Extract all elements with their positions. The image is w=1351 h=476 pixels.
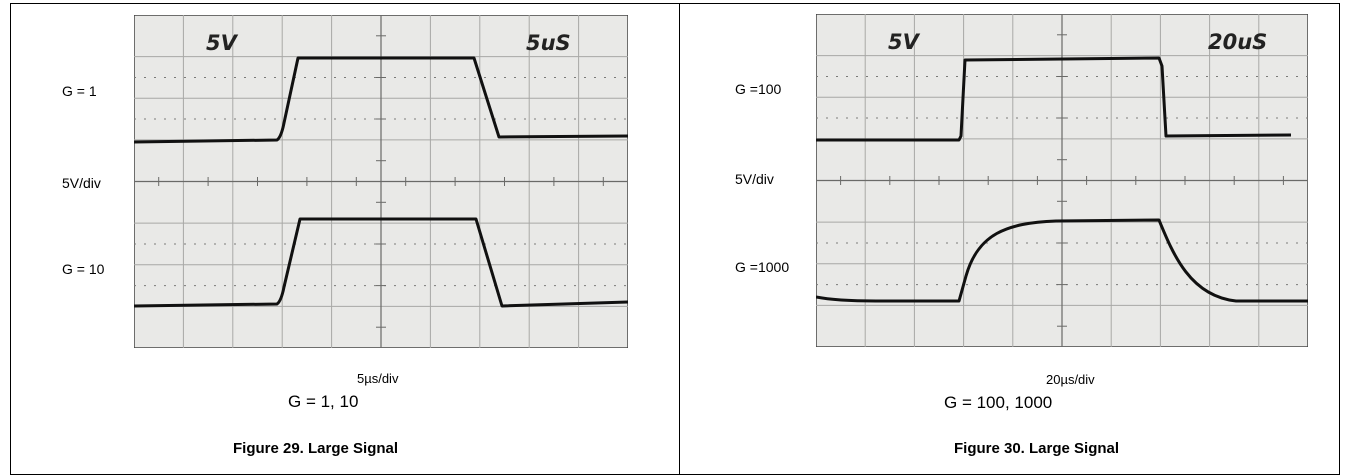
graticule-dots bbox=[816, 76, 1308, 286]
panel-divider bbox=[679, 3, 680, 475]
screen-time-label: 5uS bbox=[526, 31, 571, 55]
trace-label-g10: G = 10 bbox=[62, 261, 105, 277]
trace-label-g100: G =100 bbox=[735, 81, 782, 97]
figure-frame bbox=[10, 3, 1340, 475]
waveform-g1000 bbox=[816, 218, 1308, 303]
graticule-dots bbox=[134, 77, 628, 287]
gain-caption: G = 100, 1000 bbox=[944, 393, 1053, 412]
vertical-scale-label: 5V/div bbox=[735, 171, 774, 187]
screen-volts-label: 5V bbox=[888, 30, 921, 54]
gain-caption: G = 1, 10 bbox=[288, 392, 359, 411]
oscilloscope-trace-image: 5V 20uS bbox=[816, 14, 1308, 347]
graticule-ticks bbox=[158, 35, 604, 328]
graticule-ticks bbox=[840, 34, 1284, 327]
trace-label-g1000: G =1000 bbox=[735, 259, 790, 275]
trace-label-g1: G = 1 bbox=[62, 83, 97, 99]
oscilloscope-trace-image: 5V 5uS bbox=[134, 15, 628, 348]
waveform-g100 bbox=[816, 56, 1292, 142]
screen-volts-label: 5V bbox=[206, 31, 239, 55]
figure-title: Figure 30. Large Signal bbox=[954, 440, 1120, 457]
oscilloscope-screen: 5V 20uS bbox=[816, 14, 1308, 347]
screen-time-label: 20uS bbox=[1208, 30, 1267, 54]
graticule-center-axes bbox=[816, 14, 1308, 347]
waveform-g10 bbox=[134, 217, 628, 308]
graticule-center-axes bbox=[134, 15, 628, 348]
figure-title: Figure 29. Large Signal bbox=[233, 440, 399, 457]
vertical-scale-label: 5V/div bbox=[62, 175, 101, 191]
timebase-label: 20µs/div bbox=[1046, 372, 1095, 387]
timebase-label: 5µs/div bbox=[357, 371, 399, 386]
waveform-g1 bbox=[134, 56, 628, 144]
oscilloscope-screen: 5V 5uS bbox=[134, 15, 628, 348]
